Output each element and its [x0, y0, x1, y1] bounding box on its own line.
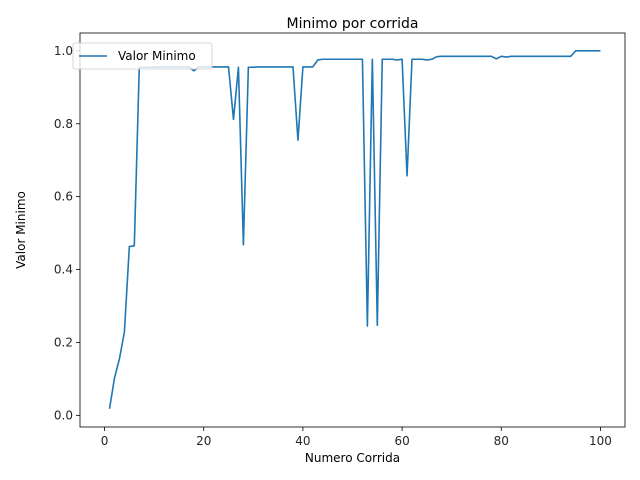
- legend-label: Valor Minimo: [118, 49, 196, 63]
- plot-frame: [79, 32, 626, 428]
- plot-area: [80, 33, 625, 427]
- y-tick-label: 0.4: [54, 263, 73, 277]
- y-tick-label: 1.0: [54, 44, 73, 58]
- x-tick-label: 60: [394, 434, 409, 448]
- y-tick-label: 0.2: [54, 335, 73, 349]
- chart-title: Minimo por corrida: [287, 16, 419, 32]
- x-tick-label: 80: [494, 434, 509, 448]
- x-tick-label: 100: [589, 434, 612, 448]
- y-axis-ticks: 0.0 0.2 0.4 0.6 0.8 1.0: [54, 44, 80, 422]
- y-tick-label: 0.0: [54, 408, 73, 422]
- x-tick-label: 0: [101, 434, 109, 448]
- x-tick-label: 40: [295, 434, 310, 448]
- y-axis-title: Valor Minimo: [14, 191, 28, 269]
- y-tick-label: 0.6: [54, 190, 73, 204]
- legend-box: [72, 42, 213, 70]
- x-axis-title: Numero Corrida: [305, 451, 400, 465]
- legend: Valor Minimo: [72, 42, 213, 70]
- x-tick-label: 20: [196, 434, 211, 448]
- y-tick-label: 0.8: [54, 117, 73, 131]
- x-axis-ticks: 0 20 40 60 80 100: [101, 427, 612, 448]
